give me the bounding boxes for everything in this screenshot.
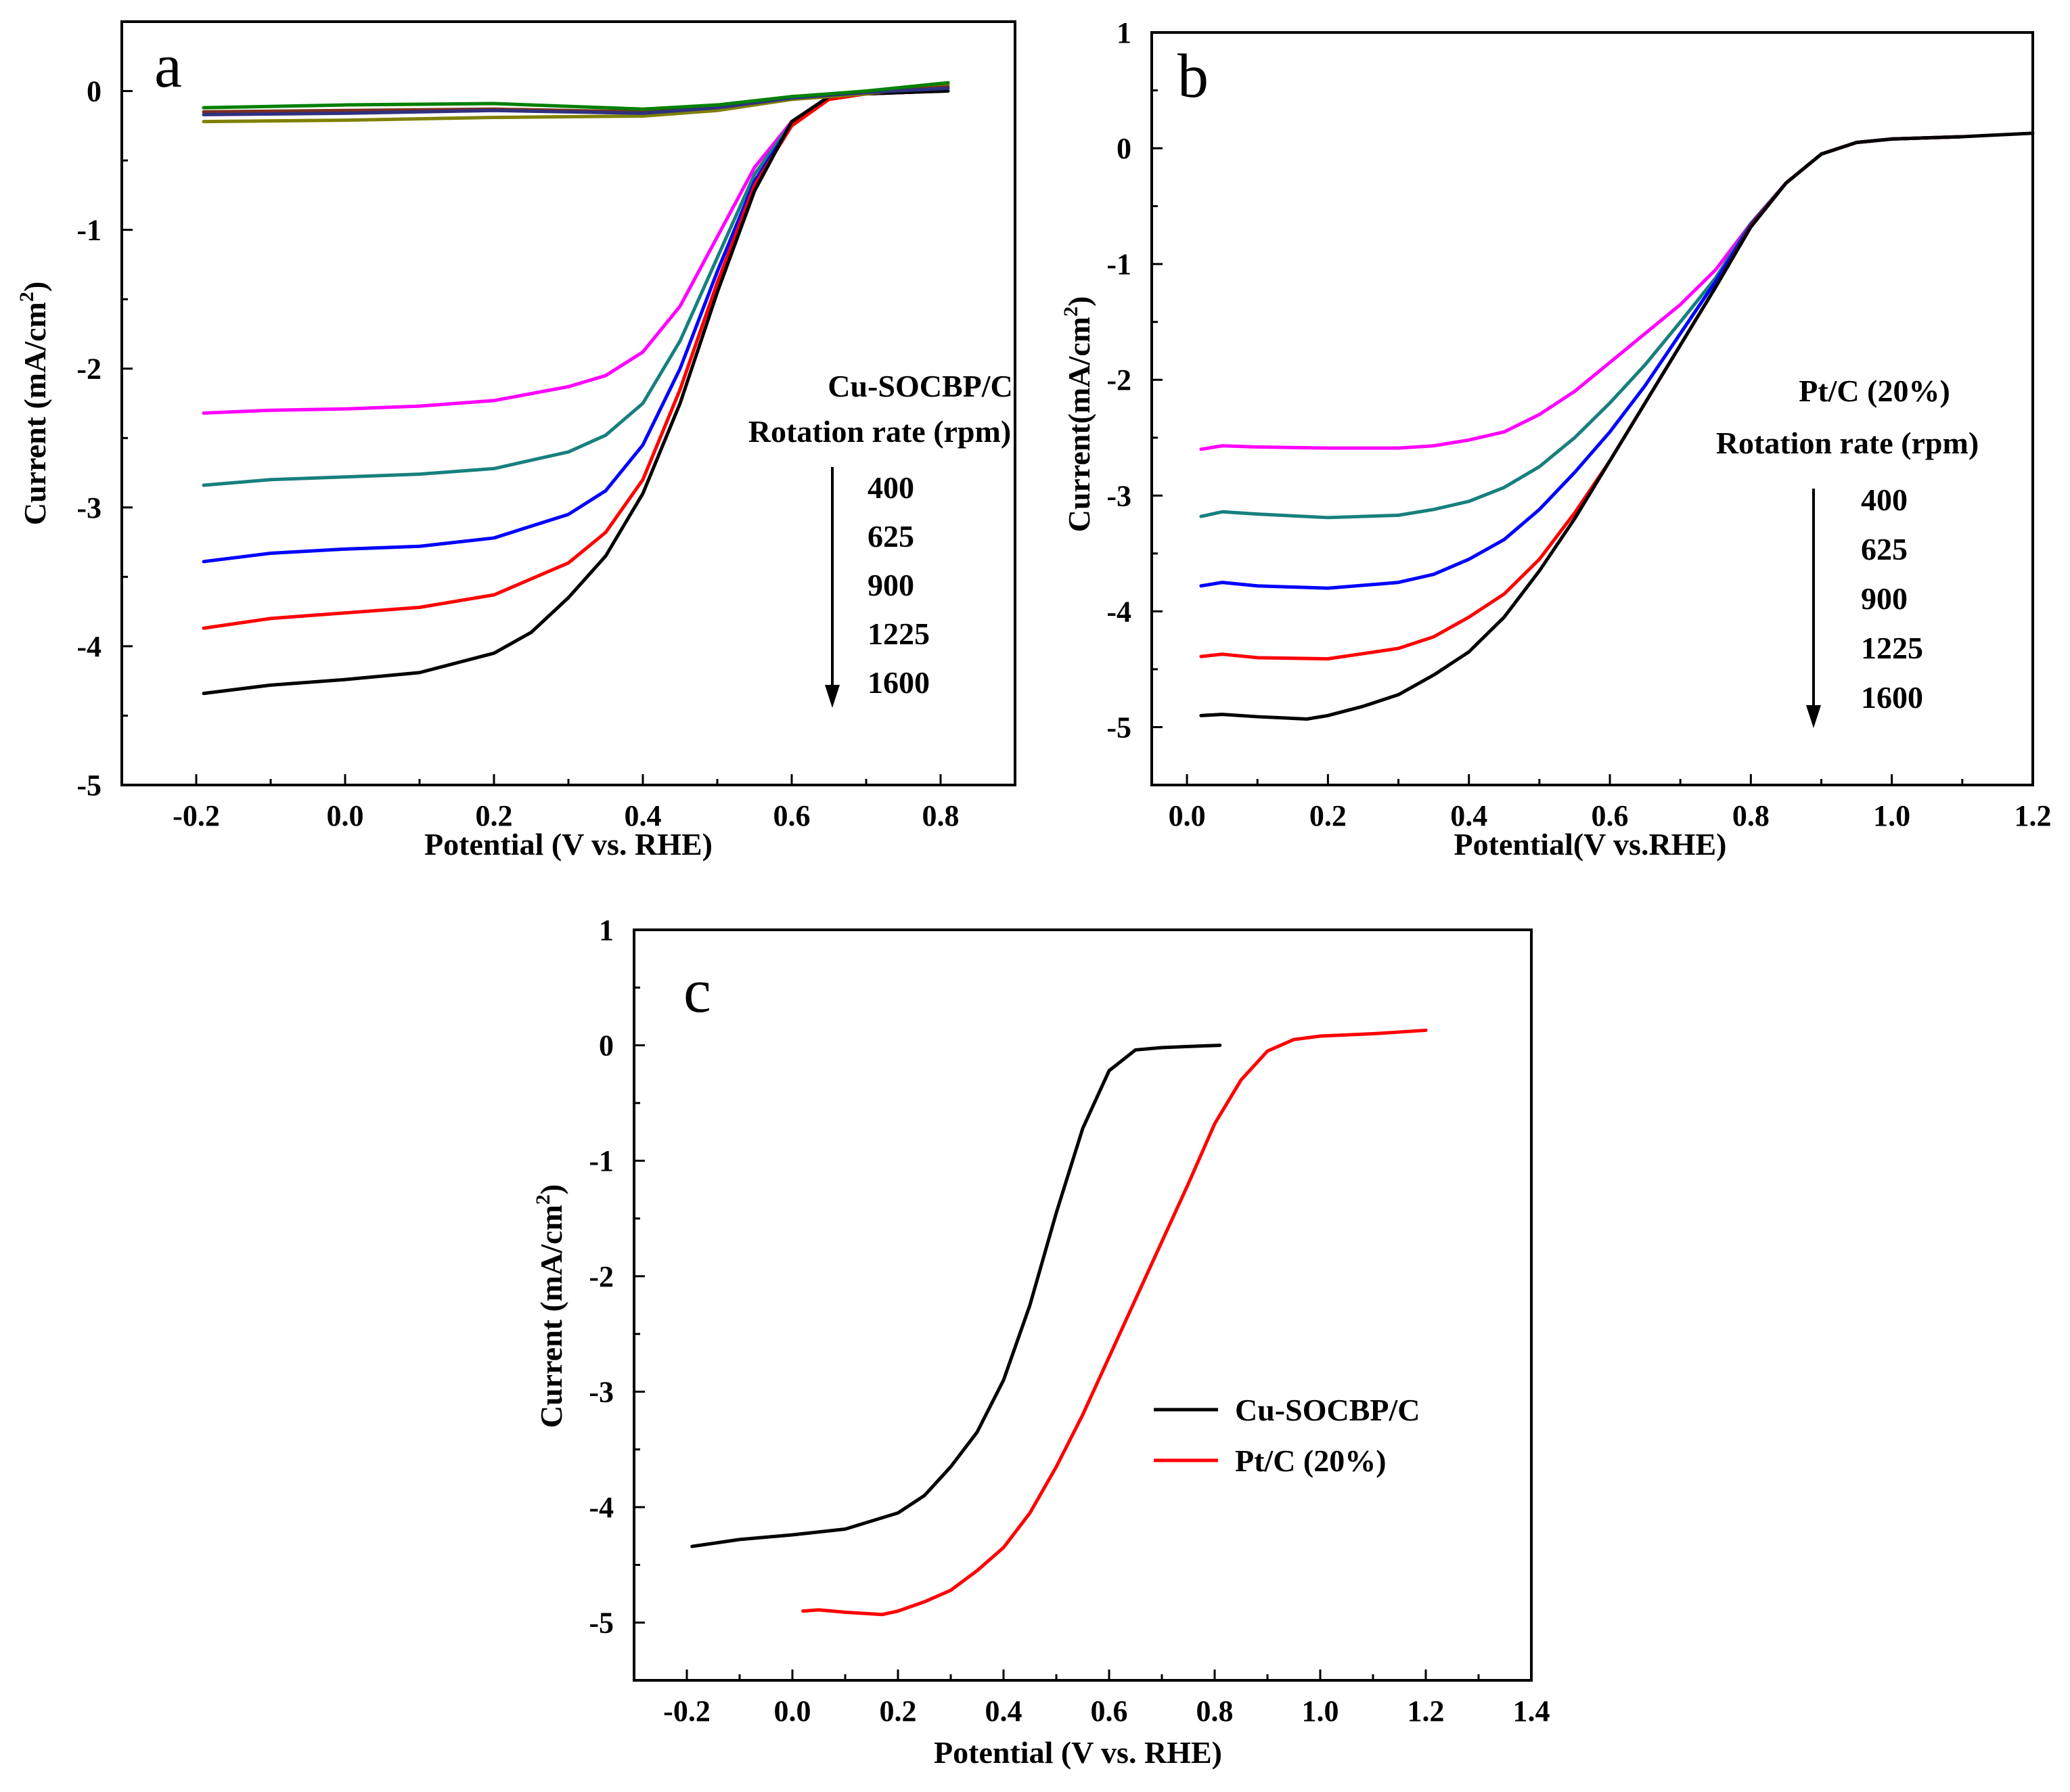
panel-letter: b: [1177, 41, 1209, 110]
series-line: [1199, 135, 1964, 590]
x-tick-label: 0.4: [1450, 799, 1487, 832]
series-line: [202, 89, 943, 415]
panel-letter: a: [154, 31, 182, 100]
series-line: [690, 1044, 1222, 1548]
plot-frame: [633, 928, 1533, 1682]
y-tick-label: -4: [76, 630, 102, 663]
y-axis-label: Current (mA/cm2): [16, 282, 52, 525]
y-tick-label: 1: [599, 914, 614, 947]
annotation-subtitle: Rotation rate (rpm): [1716, 426, 1979, 460]
x-tick-label: 0.2: [880, 1695, 917, 1728]
x-tick-label: 0.4: [625, 799, 662, 832]
x-tick-label: 1.0: [1873, 799, 1910, 832]
x-tick-label: 0.6: [773, 799, 811, 832]
y-tick-label: 0: [1117, 132, 1131, 165]
y-tick-label: -2: [76, 353, 102, 386]
y-tick-label: -3: [76, 491, 102, 524]
panel-a: -0.2 0.0 0.2 0.4 0.6 0.8 -5 -4 -3 -2 -1 0 Potential …: [16, 20, 1016, 861]
x-axis-label: Potential (V vs. RHE): [934, 1735, 1222, 1770]
y-tick-label: -5: [589, 1607, 614, 1640]
x-tick-label: 0.2: [476, 799, 513, 832]
x-tick-label: 0.8: [1196, 1695, 1234, 1728]
series-line: [1199, 131, 2035, 721]
y-tick-label: -4: [589, 1491, 614, 1524]
series-line: [202, 82, 950, 124]
annotation-title: Pt/C (20%): [1799, 374, 1950, 408]
y-tick-label: -1: [1106, 248, 1131, 281]
rotation-speed-label: 625: [868, 519, 914, 554]
y-tick-label: 0: [599, 1029, 614, 1062]
y-tick-label: -3: [589, 1375, 614, 1408]
y-tick-label: 0: [87, 75, 102, 108]
x-tick-label: 0.8: [1732, 799, 1770, 832]
rotation-speed-label: 1225: [1861, 631, 1923, 665]
annotation-title: Cu-SOCBP/C: [828, 369, 1012, 403]
x-tick-label: 0.0: [327, 799, 364, 832]
x-axis-label: Potential(V vs.RHE): [1454, 827, 1727, 861]
rotation-speed-label: 1600: [1861, 680, 1923, 715]
x-tick-label: 0.2: [1309, 799, 1347, 832]
x-axis-label: Potential (V vs. RHE): [424, 827, 713, 861]
legend-label: Cu-SOCBP/C: [1235, 1393, 1420, 1427]
rotation-speed-label: 400: [1861, 483, 1908, 517]
x-tick-label: 1.4: [1513, 1695, 1550, 1728]
x-tick-label: 1.0: [1302, 1695, 1339, 1728]
y-tick-label: 1: [1117, 16, 1131, 49]
rotation-speed-label: 625: [1861, 532, 1908, 566]
plot-frame: [1150, 31, 2034, 786]
rotation-speed-label: 1600: [868, 665, 930, 700]
x-tick-label: 1.2: [2015, 799, 2052, 832]
panel-c: -0.2 0.0 0.2 0.4 0.6 0.8 1.0 1.2 1.4 -5 -4 -3 -2 -1 0 1…: [532, 914, 1550, 1770]
y-axis-label: Current (mA/cm2): [532, 1184, 568, 1428]
legend-label: Pt/C (20%): [1235, 1443, 1387, 1478]
x-tick-label: 0.8: [922, 799, 960, 832]
panel-letter: c: [683, 956, 711, 1025]
x-tick-label: 1.2: [1408, 1695, 1445, 1728]
y-axis-label: Current(mA/cm2): [1060, 296, 1096, 533]
arrow-head: [825, 685, 840, 708]
x-tick-label: 0.6: [1592, 799, 1629, 832]
series-line: [801, 1028, 1428, 1617]
rotation-speed-label: 900: [868, 568, 914, 602]
x-tick-label: -0.2: [173, 799, 220, 832]
x-tick-label: 0.4: [985, 1695, 1022, 1728]
x-tick-label: 0.0: [774, 1695, 811, 1728]
y-tick-label: -3: [1106, 479, 1131, 512]
y-tick-label: -4: [1106, 595, 1131, 628]
series-line: [202, 89, 943, 564]
y-tick-label: -1: [76, 214, 102, 247]
y-tick-label: -2: [1106, 363, 1131, 397]
x-tick-label: 0.0: [1169, 799, 1206, 832]
y-tick-label: -5: [76, 769, 102, 802]
series-line: [202, 89, 943, 630]
series-line: [202, 81, 950, 111]
x-tick-label: -0.2: [663, 1695, 711, 1728]
y-tick-label: -5: [1106, 711, 1131, 744]
arrow-head: [1806, 705, 1821, 728]
annotation-subtitle: Rotation rate (rpm): [748, 414, 1011, 449]
y-tick-label: -1: [589, 1144, 614, 1178]
y-tick-label: -2: [589, 1260, 614, 1293]
panel-b: 0.0 0.2 0.4 0.6 0.8 1.0 1.2 -5 -4 -3 -2 -1 0 1 Potenti…: [1060, 16, 2052, 861]
rotation-speed-label: 400: [868, 470, 914, 505]
series-line: [1199, 135, 1964, 520]
rotation-speed-label: 1225: [868, 617, 930, 651]
x-tick-label: 0.6: [1091, 1695, 1128, 1728]
rotation-speed-label: 900: [1861, 581, 1908, 616]
